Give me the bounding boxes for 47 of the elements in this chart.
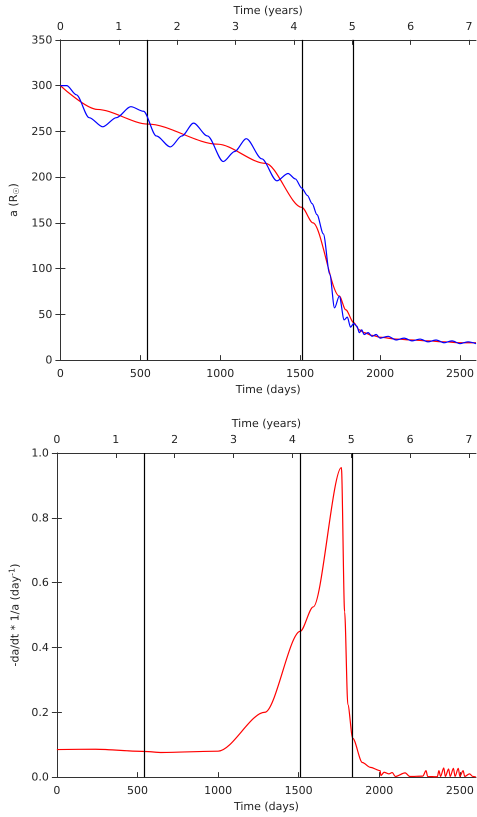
x-tick-label: 2500: [446, 367, 474, 380]
x-tick-label: 2000: [366, 367, 394, 380]
y-tick-label: 0.0: [31, 770, 49, 784]
x2-tick-label: 1: [112, 433, 120, 446]
x2-tick-label: 6: [406, 433, 414, 446]
x-tick-label: 500: [130, 367, 151, 380]
x2-tick-label: 6: [407, 20, 414, 33]
y-tick-label: 0: [45, 354, 52, 367]
x-tick-label: 500: [126, 784, 148, 798]
x-tick-label: 2500: [446, 784, 474, 798]
x-tick-label: 0: [56, 367, 64, 380]
x-axis-title: Time (days): [232, 800, 299, 813]
x2-tick-label: 0: [56, 20, 64, 33]
x-tick-label: 1500: [286, 367, 314, 380]
y-tick-label: 150: [31, 216, 52, 230]
x2-axis-title: Time (years): [232, 4, 303, 17]
x-axis-title: Time (days): [234, 383, 301, 396]
x2-tick-label: 7: [465, 20, 472, 33]
y-tick-label: 100: [31, 262, 52, 276]
x-tick-label: 1500: [284, 784, 313, 798]
y-tick-label: 0.2: [31, 706, 49, 719]
y-tick-label: 200: [31, 170, 52, 184]
x2-tick-label: 2: [174, 20, 181, 33]
x2-tick-label: 7: [465, 433, 472, 446]
y-tick-label: 0.8: [31, 511, 49, 524]
y-tick-label: 350: [31, 33, 52, 46]
x-tick-label: 2000: [365, 784, 394, 798]
x-tick-label: 1000: [206, 367, 234, 380]
y-tick-label: 300: [31, 79, 52, 92]
y-tick-label: 0.6: [31, 576, 49, 590]
y-tick-label: 50: [38, 308, 52, 321]
x2-tick-label: 5: [348, 20, 356, 33]
x2-tick-label: 4: [288, 433, 296, 446]
x2-tick-label: 0: [53, 433, 60, 446]
x2-axis-title: Time (years): [230, 417, 302, 430]
y-tick-label: 1.0: [31, 446, 49, 460]
x2-tick-label: 4: [290, 20, 298, 33]
x2-tick-label: 3: [230, 433, 237, 446]
y-tick-label: 0.4: [31, 640, 49, 654]
y-axis-title: -da/dt * 1/a (day-1): [8, 564, 22, 667]
x2-tick-label: 3: [232, 20, 240, 33]
y-tick-label: 250: [31, 124, 52, 138]
x2-tick-label: 2: [171, 433, 178, 446]
x-tick-label: 1000: [204, 784, 232, 798]
x2-tick-label: 5: [348, 433, 355, 446]
x2-tick-label: 1: [115, 20, 122, 33]
y-axis-title: a (R☉): [7, 183, 21, 217]
